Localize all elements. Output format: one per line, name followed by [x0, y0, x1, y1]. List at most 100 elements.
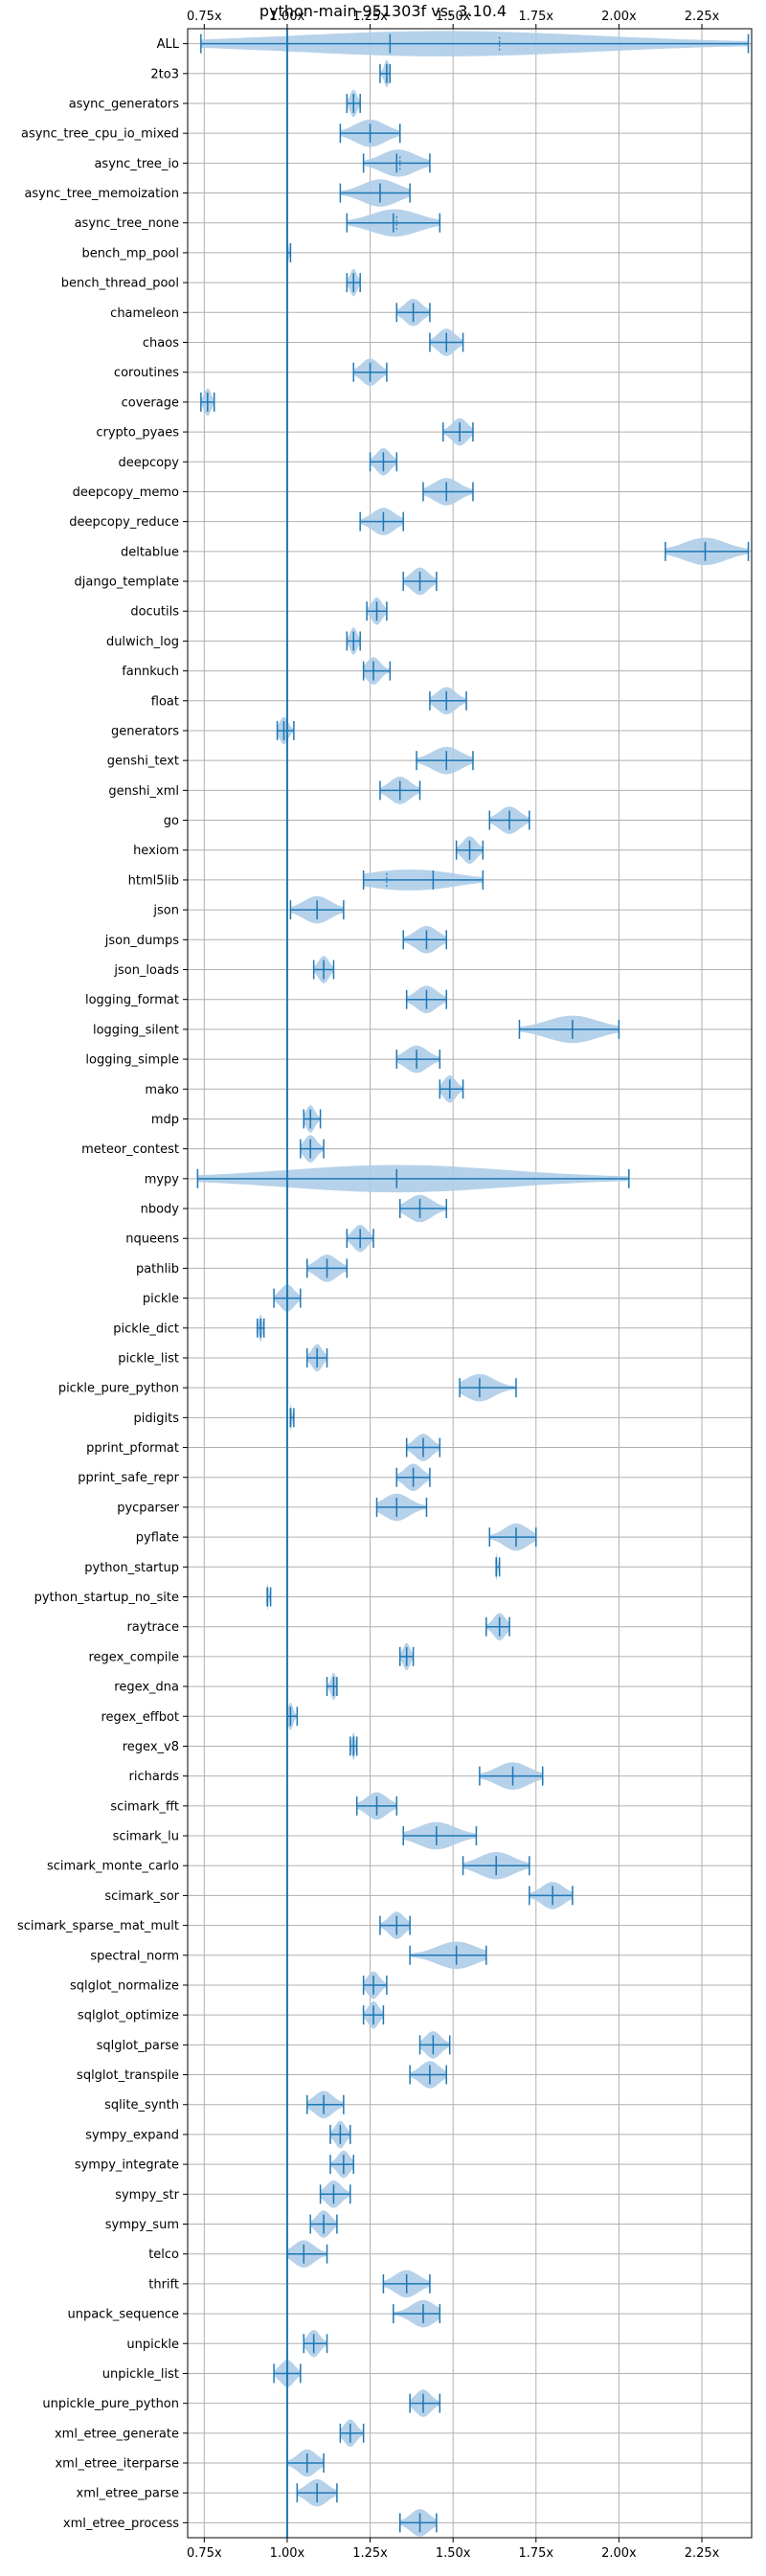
y-tick-label: json_dumps [104, 934, 179, 948]
y-tick-label: regex_dna [114, 1681, 179, 1695]
y-tick-label: scimark_fft [110, 1799, 179, 1814]
y-tick-label: scimark_sparse_mat_mult [17, 1919, 179, 1933]
y-tick-label: html5lib [128, 873, 179, 888]
y-tick-label: regex_compile [88, 1650, 179, 1664]
x-tick-label-bottom: 1.00x [270, 2546, 305, 2561]
y-tick-label: sqlglot_optimize [78, 2009, 179, 2023]
y-tick-label: async_generators [69, 97, 180, 111]
plot-frame [187, 28, 753, 2539]
y-tick-label: unpickle_pure_python [42, 2397, 179, 2411]
y-tick-label: unpickle_list [102, 2367, 179, 2382]
y-tick-label: coroutines [114, 366, 179, 380]
y-tick-label: hexiom [133, 844, 179, 858]
y-tick-label: chaos [143, 336, 179, 350]
y-tick-label: pycparser [117, 1501, 179, 1515]
x-tick-label-bottom: 2.00x [601, 2546, 637, 2561]
x-tick-label-bottom: 0.75x [187, 2546, 222, 2561]
y-tick-label: telco [148, 2248, 179, 2262]
x-tick-label-top: 0.75x [187, 10, 222, 24]
axis-layer: 0.75x 0.75x 1.00x 1.00x 1.25x 1.25x 1.50x 1.50x… [17, 10, 720, 2561]
y-tick-label: json [152, 904, 179, 918]
chart-title: python-main-951303f vs. 3.10.4 [259, 2, 507, 20]
y-tick-label: sqlite_synth [104, 2098, 179, 2113]
y-tick-label: sympy_expand [85, 2128, 179, 2142]
y-tick-label: deltablue [121, 545, 179, 559]
x-tick-label-top: 1.25x [352, 10, 388, 24]
y-tick-label: docutils [130, 605, 179, 620]
y-tick-label: bench_thread_pool [61, 277, 179, 291]
y-tick-label: chameleon [110, 306, 179, 321]
y-tick-label: richards [129, 1770, 180, 1784]
y-tick-label: spectral_norm [90, 1949, 179, 1963]
y-tick-label: crypto_pyaes [96, 426, 179, 441]
y-tick-label: dulwich_log [106, 635, 179, 649]
y-tick-label: deepcopy_memo [73, 486, 179, 500]
y-tick-label: pickle_dict [113, 1322, 179, 1336]
y-tick-label: xml_etree_iterparse [55, 2457, 179, 2472]
x-tick-label-bottom: 2.25x [685, 2546, 720, 2561]
y-tick-label: pprint_safe_repr [78, 1471, 179, 1485]
y-tick-label: genshi_text [107, 755, 179, 769]
y-tick-label: mako [145, 1083, 179, 1097]
y-tick-label: sympy_str [115, 2188, 179, 2203]
y-tick-label: python_startup_no_site [34, 1591, 179, 1605]
y-tick-label: pickle [143, 1292, 179, 1306]
y-tick-label: logging_silent [93, 1023, 179, 1037]
x-tick-label-bottom: 1.25x [352, 2546, 388, 2561]
y-tick-label: xml_etree_parse [77, 2487, 179, 2501]
y-tick-label: sqlglot_parse [97, 2039, 179, 2053]
y-tick-label: async_tree_none [75, 216, 179, 231]
y-tick-label: logging_format [85, 993, 179, 1007]
y-tick-label: xml_etree_generate [55, 2427, 179, 2441]
y-tick-label: pprint_pformat [86, 1441, 179, 1456]
y-tick-label: async_tree_cpu_io_mixed [21, 127, 179, 142]
y-tick-label: mypy [145, 1172, 180, 1186]
y-tick-label: sympy_integrate [75, 2158, 179, 2173]
y-tick-label: sympy_sum [105, 2218, 179, 2232]
y-tick-label: mdp [151, 1113, 179, 1127]
y-tick-label: scimark_monte_carlo [47, 1860, 179, 1874]
y-tick-label: pickle_list [118, 1351, 179, 1366]
y-tick-label: unpack_sequence [67, 2308, 179, 2322]
y-tick-label: thrift [148, 2277, 179, 2292]
y-tick-label: regex_v8 [123, 1740, 179, 1754]
y-tick-label: python_startup [84, 1561, 179, 1575]
y-tick-label: coverage [122, 395, 179, 410]
y-tick-label: generators [111, 724, 179, 738]
y-tick-label: scimark_sor [104, 1889, 179, 1904]
y-tick-label: genshi_xml [108, 784, 179, 799]
x-tick-label-bottom: 1.75x [518, 2546, 553, 2561]
y-tick-label: async_tree_io [94, 157, 179, 171]
y-tick-label: go [164, 814, 179, 828]
y-tick-label: xml_etree_process [63, 2517, 179, 2531]
y-tick-label: json_loads [113, 963, 179, 978]
y-tick-label: async_tree_memoization [24, 187, 179, 201]
y-tick-label: pyflate [136, 1531, 179, 1546]
y-tick-label: scimark_lu [113, 1830, 179, 1844]
y-tick-label: pathlib [136, 1262, 179, 1277]
y-tick-label: 2to3 [150, 67, 179, 81]
y-tick-label: deepcopy [118, 456, 179, 470]
y-tick-label: nbody [141, 1203, 180, 1217]
x-tick-label-top: 2.00x [601, 10, 637, 24]
x-tick-label-top: 1.75x [518, 10, 553, 24]
y-tick-label: meteor_contest [81, 1142, 179, 1157]
violin-layer [196, 29, 750, 2538]
y-tick-label: ALL [157, 37, 180, 52]
y-tick-label: regex_effbot [101, 1710, 179, 1725]
y-tick-label: sqlglot_transpile [77, 2068, 179, 2083]
y-tick-label: logging_simple [85, 1053, 179, 1068]
x-tick-label-top: 1.50x [436, 10, 471, 24]
x-tick-label-top: 2.25x [685, 10, 720, 24]
x-tick-label-bottom: 1.50x [436, 2546, 471, 2561]
y-tick-label: sqlglot_normalize [70, 1978, 179, 1993]
y-tick-label: nqueens [125, 1232, 179, 1247]
y-tick-label: django_template [75, 576, 179, 590]
y-tick-label: raytrace [126, 1620, 179, 1635]
y-tick-label: deepcopy_reduce [69, 515, 179, 530]
x-tick-label-top: 1.00x [270, 10, 305, 24]
y-tick-label: float [151, 694, 179, 709]
y-tick-label: fannkuch [122, 665, 179, 679]
